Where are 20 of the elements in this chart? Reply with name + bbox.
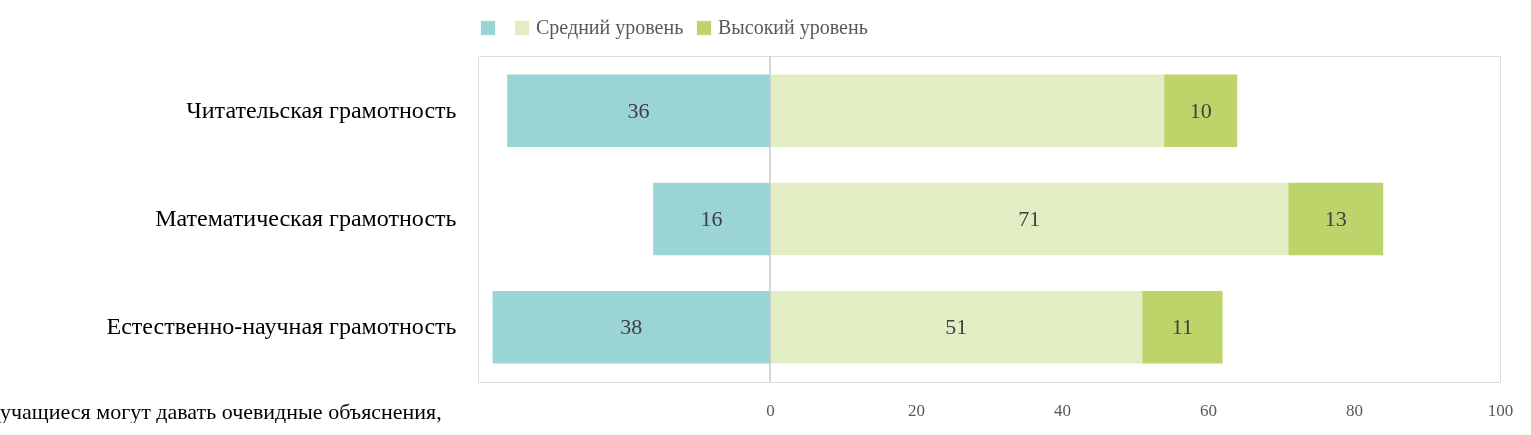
data-label: 10 bbox=[1189, 97, 1212, 123]
y-tick-label: Математическая грамотность bbox=[155, 205, 457, 231]
data-label: 36 bbox=[627, 97, 650, 123]
data-label: 38 bbox=[620, 314, 643, 340]
y-tick-label: Естественно-научная грамотность bbox=[106, 313, 457, 340]
data-label: 71 bbox=[1018, 206, 1041, 231]
text: учащиеся могут давать очевидные объяснения, bbox=[0, 399, 442, 424]
x-tick-label: 100 bbox=[1487, 400, 1514, 420]
data-label: 16 bbox=[700, 206, 723, 231]
x-tick-label: 40 bbox=[1054, 400, 1071, 420]
data-label: 11 bbox=[1171, 314, 1194, 340]
y-tick-label: Читательская грамотность bbox=[186, 96, 457, 123]
x-tick-label: 0 bbox=[766, 400, 775, 420]
legend-label: Высокий уровень bbox=[718, 16, 868, 39]
x-tick-label: 60 bbox=[1200, 400, 1217, 420]
data-label: 13 bbox=[1324, 206, 1347, 231]
x-tick-label: 80 bbox=[1346, 400, 1363, 420]
legend-label: Средний уровень bbox=[536, 16, 684, 39]
data-label: 51 bbox=[945, 314, 968, 340]
x-tick-label: 20 bbox=[908, 400, 925, 420]
